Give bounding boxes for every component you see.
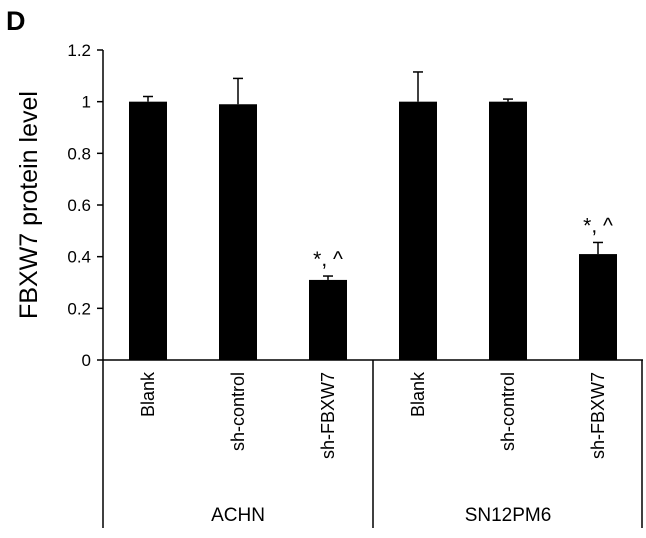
significance-annotation: *, ^ — [313, 248, 343, 271]
x-category-label: sh-FBXW7 — [588, 372, 608, 459]
y-tick-label: 1.2 — [67, 41, 91, 60]
x-category-label: Blank — [408, 371, 428, 417]
y-axis-label: FBXW7 protein level — [15, 91, 43, 319]
significance-annotation: *, ^ — [583, 214, 613, 237]
bar — [579, 254, 617, 360]
bar — [399, 101, 437, 361]
bar — [309, 279, 347, 360]
x-category-label: sh-control — [228, 372, 248, 451]
y-tick-label: 0.4 — [67, 248, 91, 267]
bar — [219, 104, 257, 360]
plot-area: 0 0.2 0.4 0.6 0.8 1 1.2 Blank sh-control *, ^ sh-F… — [67, 41, 643, 528]
y-tick-label: 0 — [82, 351, 91, 370]
bar — [489, 101, 527, 361]
y-tick-label: 0.8 — [67, 144, 91, 163]
x-category-label: Blank — [138, 371, 158, 417]
x-group-label: SN12PM6 — [465, 505, 552, 526]
x-category-label: sh-control — [498, 372, 518, 451]
y-tick-label: 0.6 — [67, 196, 91, 215]
bar — [129, 101, 167, 361]
panel-label: D — [6, 6, 26, 36]
x-category-label: sh-FBXW7 — [318, 372, 338, 459]
x-group-label: ACHN — [211, 505, 265, 526]
y-tick-label: 0.2 — [67, 299, 91, 318]
y-tick-label: 1 — [82, 93, 91, 112]
